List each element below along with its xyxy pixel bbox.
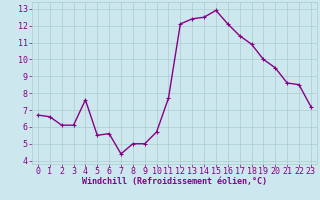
X-axis label: Windchill (Refroidissement éolien,°C): Windchill (Refroidissement éolien,°C)	[82, 177, 267, 186]
